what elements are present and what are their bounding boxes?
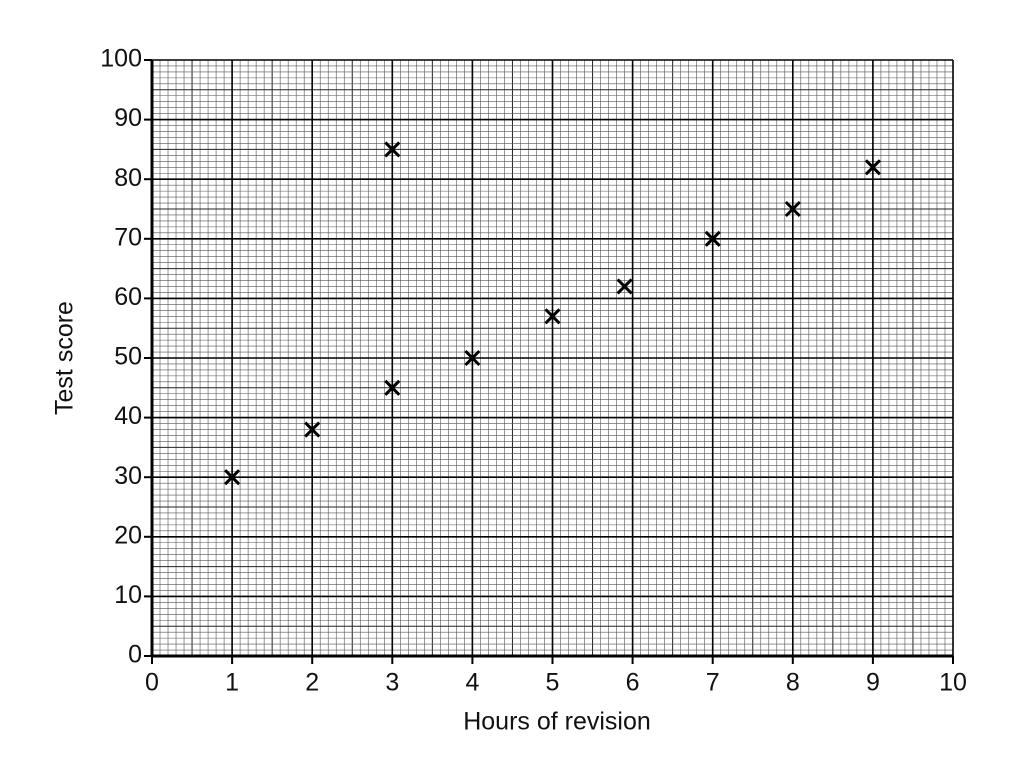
x-tick-label: 4	[465, 669, 479, 697]
point	[616, 278, 633, 295]
y-tick-label: 30	[114, 462, 142, 490]
x-tick-label: 3	[385, 669, 399, 697]
y-tick-label: 70	[114, 223, 142, 251]
point	[304, 421, 321, 438]
point	[384, 141, 401, 158]
x-tick-label: 1	[225, 669, 239, 697]
point	[384, 379, 401, 396]
y-tick-label: 50	[114, 343, 142, 371]
point	[704, 230, 721, 247]
x-tick-label: 6	[626, 669, 640, 697]
y-tick-label: 10	[114, 581, 142, 609]
y-tick-label: 90	[114, 104, 142, 132]
x-axis-label: Hours of revision	[463, 708, 651, 736]
y-tick-label: 0	[128, 641, 142, 669]
y-tick-label: 20	[114, 521, 142, 549]
point	[464, 349, 481, 367]
point	[544, 308, 561, 325]
y-tick-label: 40	[114, 402, 142, 430]
y-tick-label: 80	[114, 164, 142, 192]
x-tick-label: 9	[866, 669, 880, 697]
y-tick-label: 100	[100, 45, 142, 73]
x-tick-label: 10	[939, 669, 967, 697]
x-tick-label: 5	[546, 669, 560, 697]
point	[224, 469, 241, 486]
x-tick-label: 8	[786, 669, 800, 697]
x-tick-label: 0	[145, 669, 159, 697]
x-tick-label: 7	[706, 669, 720, 697]
point	[784, 200, 801, 218]
y-axis-label: Test score	[51, 301, 79, 415]
point	[864, 159, 881, 176]
y-tick-label: 60	[114, 283, 142, 311]
x-tick-label: 2	[305, 669, 319, 697]
